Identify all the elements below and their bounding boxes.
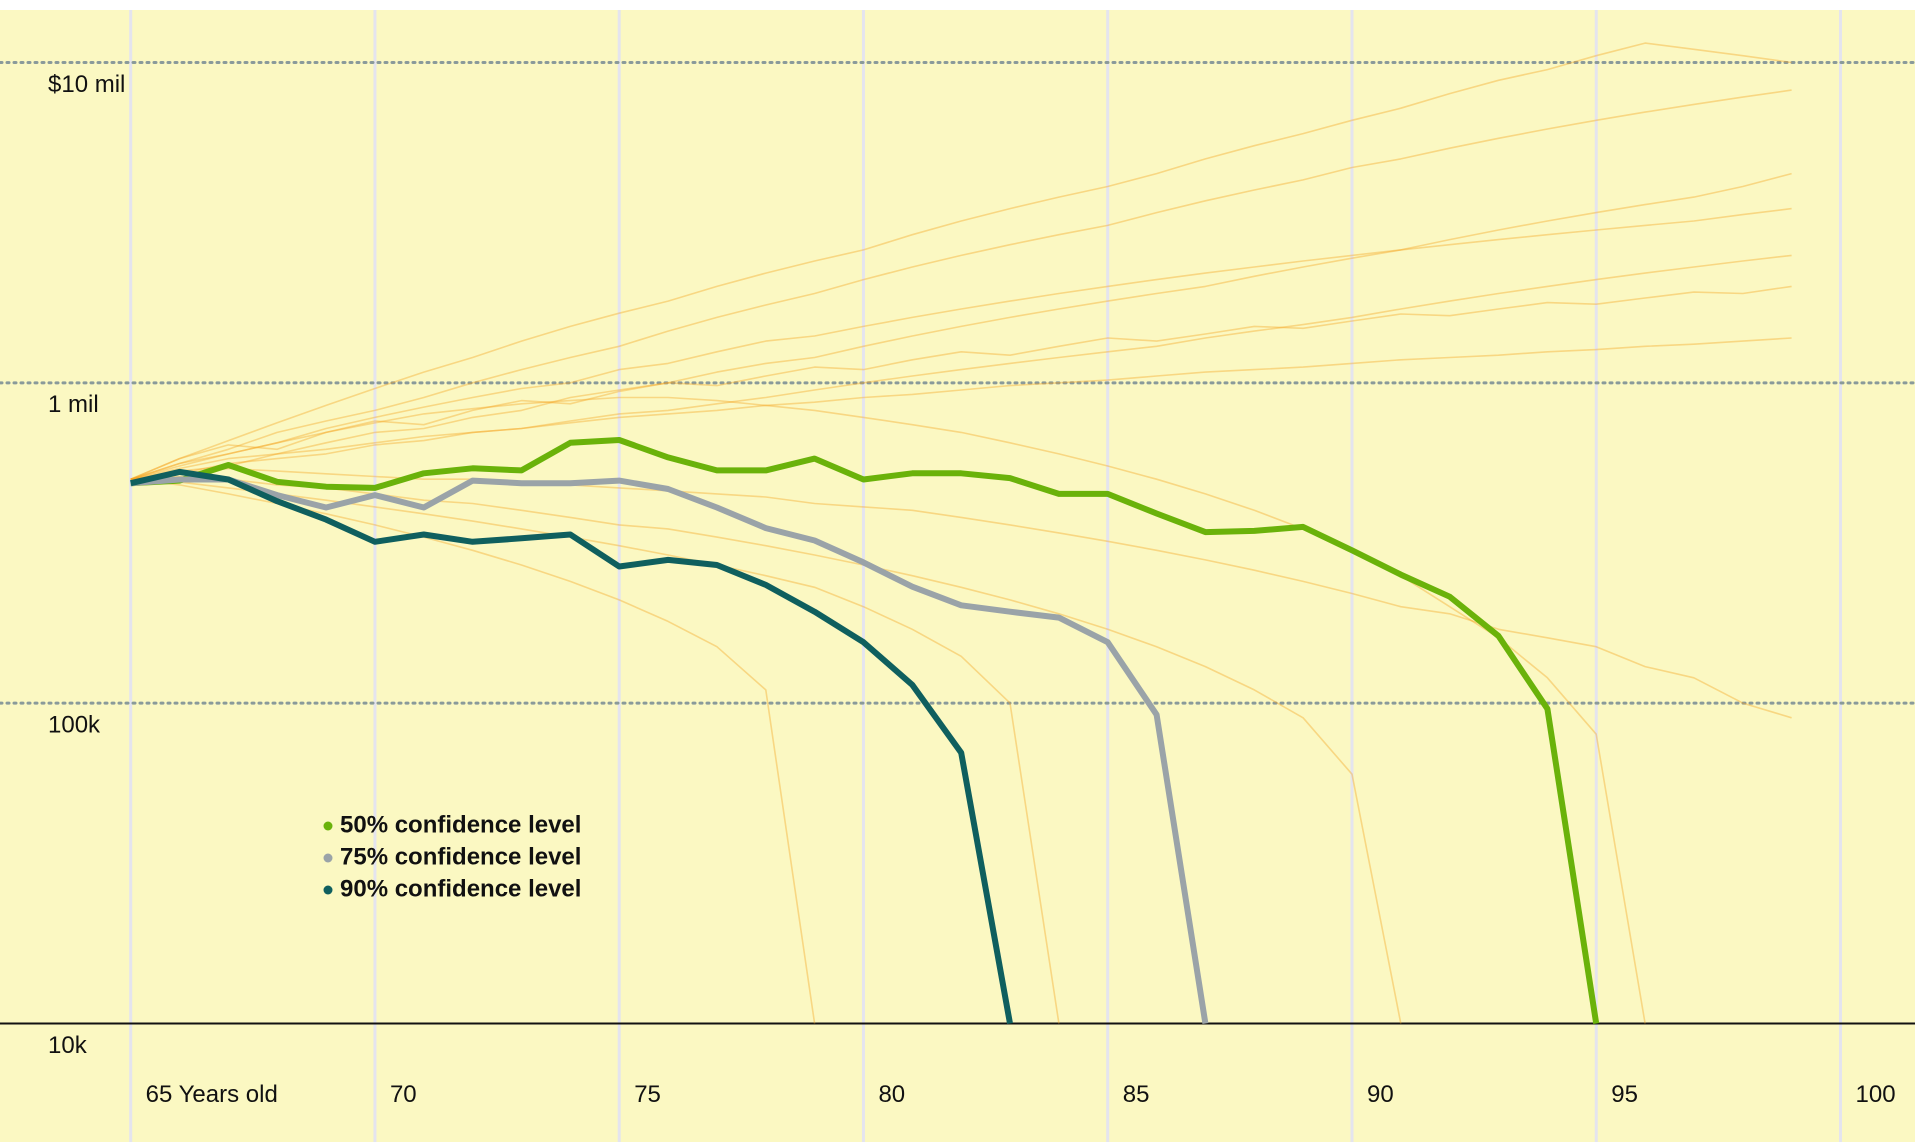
plot-background (0, 10, 1915, 1142)
y-tick-label: 100k (48, 711, 101, 738)
legend-marker (323, 821, 333, 831)
x-tick-label: 90 (1367, 1081, 1394, 1108)
legend-marker (323, 853, 333, 863)
simulation-line (130, 478, 816, 1024)
legend-label: 90% confidence level (340, 875, 581, 902)
confidence-line (130, 437, 1600, 1024)
y-tick-label: $10 mil (48, 71, 125, 98)
x-tick-label: 75 (634, 1081, 661, 1108)
confidence-line (130, 476, 1209, 1024)
simulation-line (130, 172, 1792, 480)
y-tick-label: 1 mil (48, 391, 99, 418)
x-tick-label: 70 (390, 1081, 417, 1108)
legend-marker (323, 885, 333, 895)
simulation-line (130, 207, 1792, 480)
x-tick-label: 65 Years old (146, 1081, 278, 1108)
simulation-line (130, 285, 1792, 480)
simulation-line (130, 254, 1792, 480)
y-tick-label: 10k (48, 1032, 88, 1059)
x-tick-label: 85 (1123, 1081, 1150, 1108)
legend-label: 50% confidence level (340, 811, 581, 838)
simulation-line (130, 89, 1792, 480)
legend: 50% confidence level 75% confidence level… (323, 811, 581, 902)
simulation-line (130, 42, 1792, 480)
simulation-line (130, 337, 1792, 480)
confidence-line (130, 468, 1013, 1025)
x-tick-label: 100 (1856, 1081, 1896, 1108)
x-tick-label: 95 (1611, 1081, 1638, 1108)
legend-label: 75% confidence level (340, 843, 581, 870)
x-tick-label: 80 (878, 1081, 905, 1108)
